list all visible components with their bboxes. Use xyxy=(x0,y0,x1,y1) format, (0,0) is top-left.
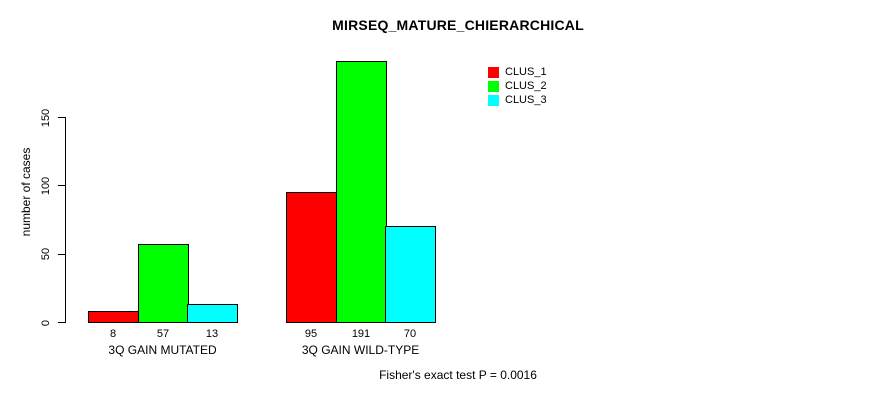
category-label: 3Q GAIN WILD-TYPE xyxy=(301,343,420,357)
bar-value-label: 191 xyxy=(351,328,371,340)
legend-swatch-clus-2 xyxy=(488,80,499,92)
legend-item-clus-2: CLUS_2 xyxy=(488,79,547,93)
bar-clus_2-group1 xyxy=(138,244,189,323)
bar-clus_1-group2 xyxy=(286,192,337,323)
y-axis-tick xyxy=(58,322,65,323)
chart-title: MIRSEQ_MATURE_CHIERARCHICAL xyxy=(332,17,584,33)
bar-value-label: 70 xyxy=(403,328,417,340)
legend-item-clus-3: CLUS_3 xyxy=(488,93,547,107)
y-axis-line xyxy=(65,117,66,323)
y-axis-tick-label: 0 xyxy=(40,319,52,326)
y-axis-tick-label: 100 xyxy=(40,176,52,196)
legend-item-clus-1: CLUS_1 xyxy=(488,65,547,79)
legend: CLUS_1 CLUS_2 CLUS_3 xyxy=(488,65,547,107)
bar-clus_1-group1 xyxy=(88,311,139,323)
bar-value-label: 13 xyxy=(205,328,219,340)
stat-annotation: Fisher's exact test P = 0.0016 xyxy=(379,368,537,382)
legend-label: CLUS_2 xyxy=(505,80,547,92)
y-axis-label: number of cases xyxy=(19,147,33,237)
y-axis-tick-label: 150 xyxy=(40,108,52,127)
bar-value-label: 95 xyxy=(304,328,318,340)
category-label: 3Q GAIN MUTATED xyxy=(108,343,217,357)
y-axis-tick xyxy=(58,185,65,187)
bar-value-label: 57 xyxy=(156,328,170,340)
legend-swatch-clus-1 xyxy=(488,66,499,78)
bar-clus_2-group2 xyxy=(336,61,387,323)
bar-value-label: 8 xyxy=(109,328,117,340)
y-axis-tick-label: 50 xyxy=(40,248,52,261)
legend-label: CLUS_3 xyxy=(505,94,547,106)
bar-clus_3-group2 xyxy=(385,226,436,323)
bar-clus_3-group1 xyxy=(187,304,238,323)
legend-swatch-clus-3 xyxy=(488,94,499,106)
y-axis-tick xyxy=(58,253,65,255)
legend-label: CLUS_1 xyxy=(505,66,547,78)
y-axis-tick xyxy=(58,117,65,118)
